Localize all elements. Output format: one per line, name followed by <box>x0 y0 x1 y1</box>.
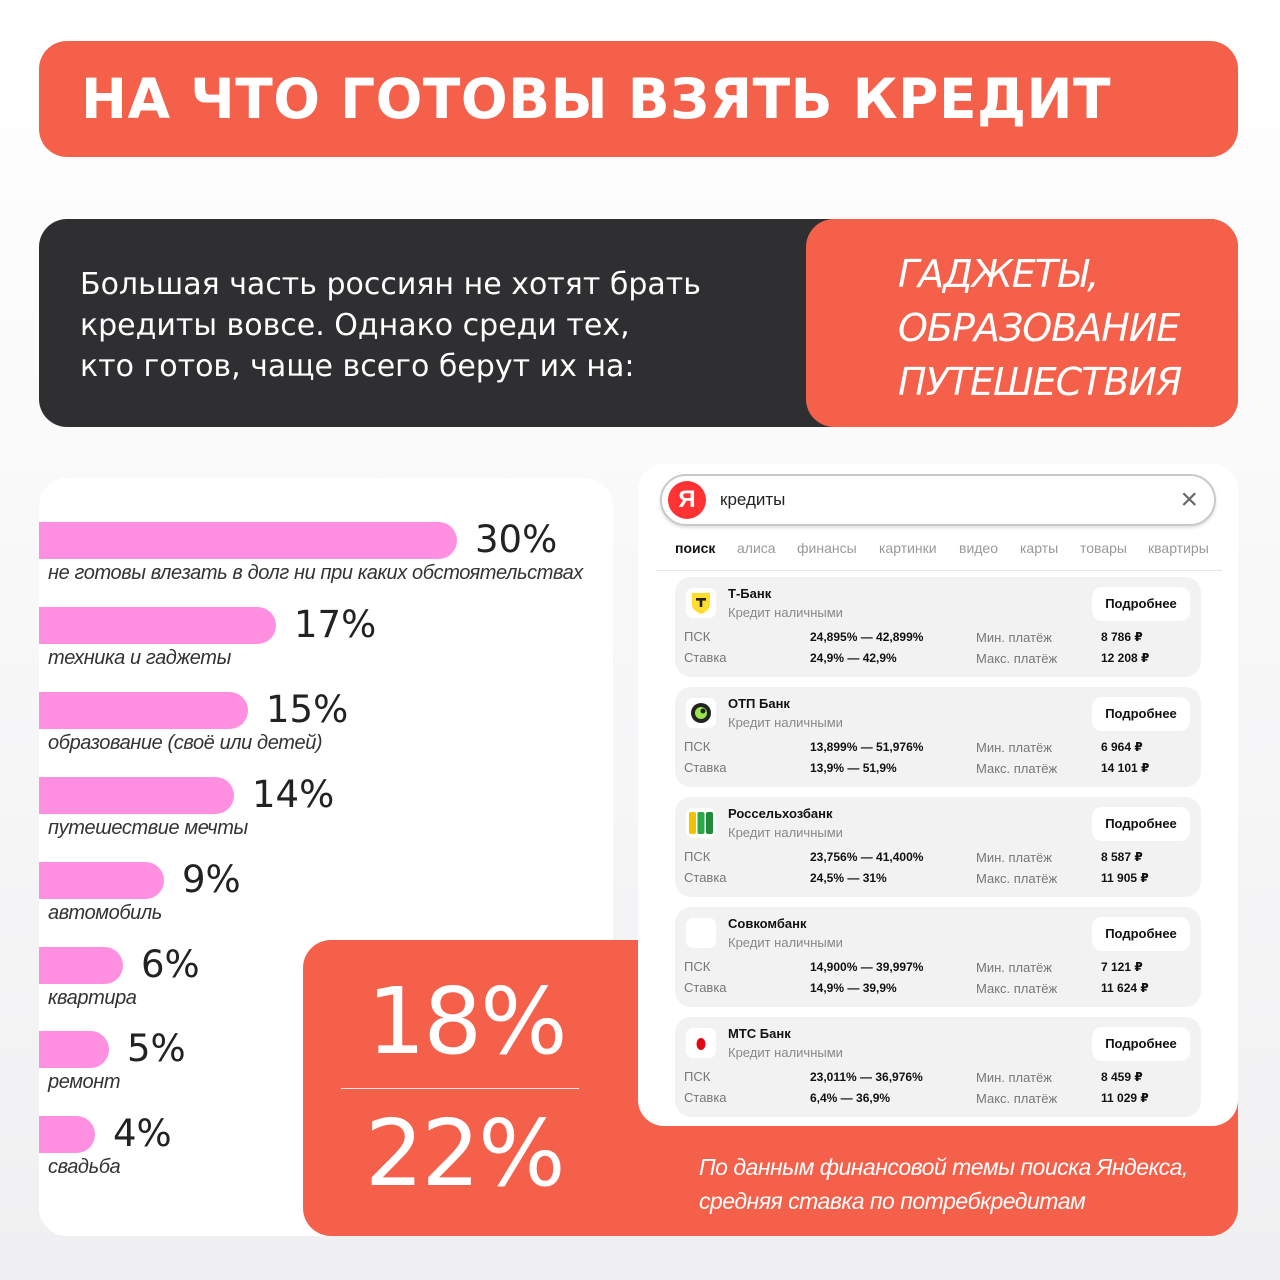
rate-value: 13,9% — 51,9% <box>810 761 897 775</box>
rate-value: 24,9% — 42,9% <box>810 651 897 665</box>
details-button[interactable]: Подробнее <box>1092 587 1190 621</box>
page-title: НА ЧТО ГОТОВЫ ВЗЯТЬ КРЕДИТ <box>81 67 1112 131</box>
highlight-list: ГАДЖЕТЫ, ОБРАЗОВАНИЕ ПУТЕШЕСТВИЯ <box>898 247 1182 409</box>
tab-2[interactable]: финансы <box>797 540 857 556</box>
max-payment-label: Макс. платёж <box>976 981 1058 996</box>
max-payment-value: 11 624 ₽ <box>1101 981 1149 995</box>
psk-value: 13,899% — 51,976% <box>810 740 924 754</box>
bank-card[interactable]: Совкомбанк Кредит наличными Подробнее ПСК Ст… <box>675 907 1201 1007</box>
psk-label: ПСК <box>684 849 711 864</box>
intro-line: кредиты вовсе. Однако среди тех, <box>80 308 630 343</box>
bank-product: Кредит наличными <box>728 825 843 840</box>
bank-product: Кредит наличными <box>728 605 843 620</box>
max-payment-value: 14 101 ₽ <box>1101 761 1150 775</box>
min-payment-label: Мин. платёж <box>976 740 1052 755</box>
min-payment-value: 8 459 ₽ <box>1101 1070 1143 1084</box>
search-tabs: поиск алиса финансы картинки видео карты товар… <box>675 540 1235 560</box>
min-payment-label: Мин. платёж <box>976 1070 1052 1085</box>
bank-name: Россельхозбанк <box>728 806 833 821</box>
highlight-item: ГАДЖЕТЫ, <box>898 252 1099 296</box>
highlight-block: ГАДЖЕТЫ, ОБРАЗОВАНИЕ ПУТЕШЕСТВИЯ <box>806 219 1238 427</box>
tbank-icon <box>686 588 716 618</box>
bank-name: ОТП Банк <box>728 696 790 711</box>
max-payment-label: Макс. платёж <box>976 761 1058 776</box>
bank-product: Кредит наличными <box>728 1045 843 1060</box>
sovcom-icon <box>686 918 716 948</box>
min-payment-label: Мин. платёж <box>976 960 1052 975</box>
psk-value: 24,895% — 42,899% <box>810 630 924 644</box>
max-payment-value: 11 029 ₽ <box>1101 1091 1149 1105</box>
min-payment-label: Мин. платёж <box>976 850 1052 865</box>
bank-card[interactable]: ОТП Банк Кредит наличными Подробнее ПСК Став… <box>675 687 1201 787</box>
close-icon[interactable]: × <box>1180 483 1198 516</box>
rates-note-line: По данным финансовой темы поиска Яндекса… <box>699 1154 1188 1180</box>
tab-4[interactable]: видео <box>959 540 998 556</box>
bank-name: Т-Банк <box>728 586 772 601</box>
intro-text: Большая часть россиян не хотят брать кре… <box>80 264 780 387</box>
bank-card[interactable]: Т-Банк Кредит наличными Подробнее ПСК Ставка… <box>675 577 1201 677</box>
bank-name: МТС Банк <box>728 1026 791 1041</box>
psk-value: 23,011% — 36,976% <box>810 1070 923 1084</box>
rate-label: Ставка <box>684 870 727 885</box>
search-query: кредиты <box>720 490 786 509</box>
tab-6[interactable]: товары <box>1080 540 1127 556</box>
tab-7[interactable]: квартиры <box>1148 540 1209 556</box>
intro-line: Большая часть россиян не хотят брать <box>80 267 701 302</box>
rate-label: Ставка <box>684 760 727 775</box>
rate-value: 14,9% — 39,9% <box>810 981 897 995</box>
details-button[interactable]: Подробнее <box>1092 1027 1190 1061</box>
psk-value: 23,756% — 41,400% <box>810 850 924 864</box>
search-screenshot: Я кредиты × поиск алиса финансы картинки вид… <box>638 464 1238 1126</box>
bank-product: Кредит наличными <box>728 715 843 730</box>
min-payment-label: Мин. платёж <box>976 630 1052 645</box>
bank-card[interactable]: Россельхозбанк Кредит наличными Подробнее П… <box>675 797 1201 897</box>
tab-0[interactable]: поиск <box>675 540 716 556</box>
psk-label: ПСК <box>684 739 711 754</box>
psk-label: ПСК <box>684 629 711 644</box>
min-payment-value: 6 964 ₽ <box>1101 740 1143 754</box>
yandex-logo-icon: Я <box>668 481 706 519</box>
rate-label: Ставка <box>684 1090 727 1105</box>
bank-card[interactable]: МТС Банк Кредит наличными Подробнее ПСК Став… <box>675 1017 1201 1117</box>
search-input[interactable]: Я кредиты × <box>660 474 1216 526</box>
tab-5[interactable]: карты <box>1020 540 1059 556</box>
tab-1[interactable]: алиса <box>737 540 776 556</box>
psk-value: 14,900% — 39,997% <box>810 960 924 974</box>
psk-label: ПСК <box>684 1069 711 1084</box>
max-payment-label: Макс. платёж <box>976 651 1058 666</box>
rate-divider <box>341 1088 579 1089</box>
highlight-item: ОБРАЗОВАНИЕ <box>898 306 1180 350</box>
min-payment-value: 7 121 ₽ <box>1101 960 1143 974</box>
psk-label: ПСК <box>684 959 711 974</box>
rate-high-value: 22% <box>365 1100 565 1207</box>
min-payment-value: 8 587 ₽ <box>1101 850 1143 864</box>
bank-product: Кредит наличными <box>728 935 843 950</box>
details-button[interactable]: Подробнее <box>1092 697 1190 731</box>
rate-low-value: 18% <box>367 968 567 1075</box>
tabs-divider <box>656 570 1222 571</box>
max-payment-value: 12 208 ₽ <box>1101 651 1150 665</box>
max-payment-label: Макс. платёж <box>976 871 1058 886</box>
tab-3[interactable]: картинки <box>879 540 937 556</box>
rate-value: 24,5% — 31% <box>810 871 887 885</box>
header-banner: НА ЧТО ГОТОВЫ ВЗЯТЬ КРЕДИТ <box>39 41 1238 157</box>
rates-note: По данным финансовой темы поиска Яндекса… <box>699 1150 1188 1218</box>
bank-name: Совкомбанк <box>728 916 807 931</box>
rshb-icon <box>686 808 716 838</box>
rate-label: Ставка <box>684 980 727 995</box>
details-button[interactable]: Подробнее <box>1092 917 1190 951</box>
rate-value: 6,4% — 36,9% <box>810 1091 891 1105</box>
mts-icon <box>686 1028 716 1058</box>
rate-label: Ставка <box>684 650 727 665</box>
details-button[interactable]: Подробнее <box>1092 807 1190 841</box>
max-payment-value: 11 905 ₽ <box>1101 871 1149 885</box>
highlight-item: ПУТЕШЕСТВИЯ <box>898 360 1182 404</box>
max-payment-label: Макс. платёж <box>976 1091 1058 1106</box>
min-payment-value: 8 786 ₽ <box>1101 630 1143 644</box>
rates-note-line: средняя ставка по потребкредитам <box>699 1188 1086 1214</box>
intro-line: кто готов, чаще всего берут их на: <box>80 349 635 384</box>
otp-icon <box>686 698 716 728</box>
